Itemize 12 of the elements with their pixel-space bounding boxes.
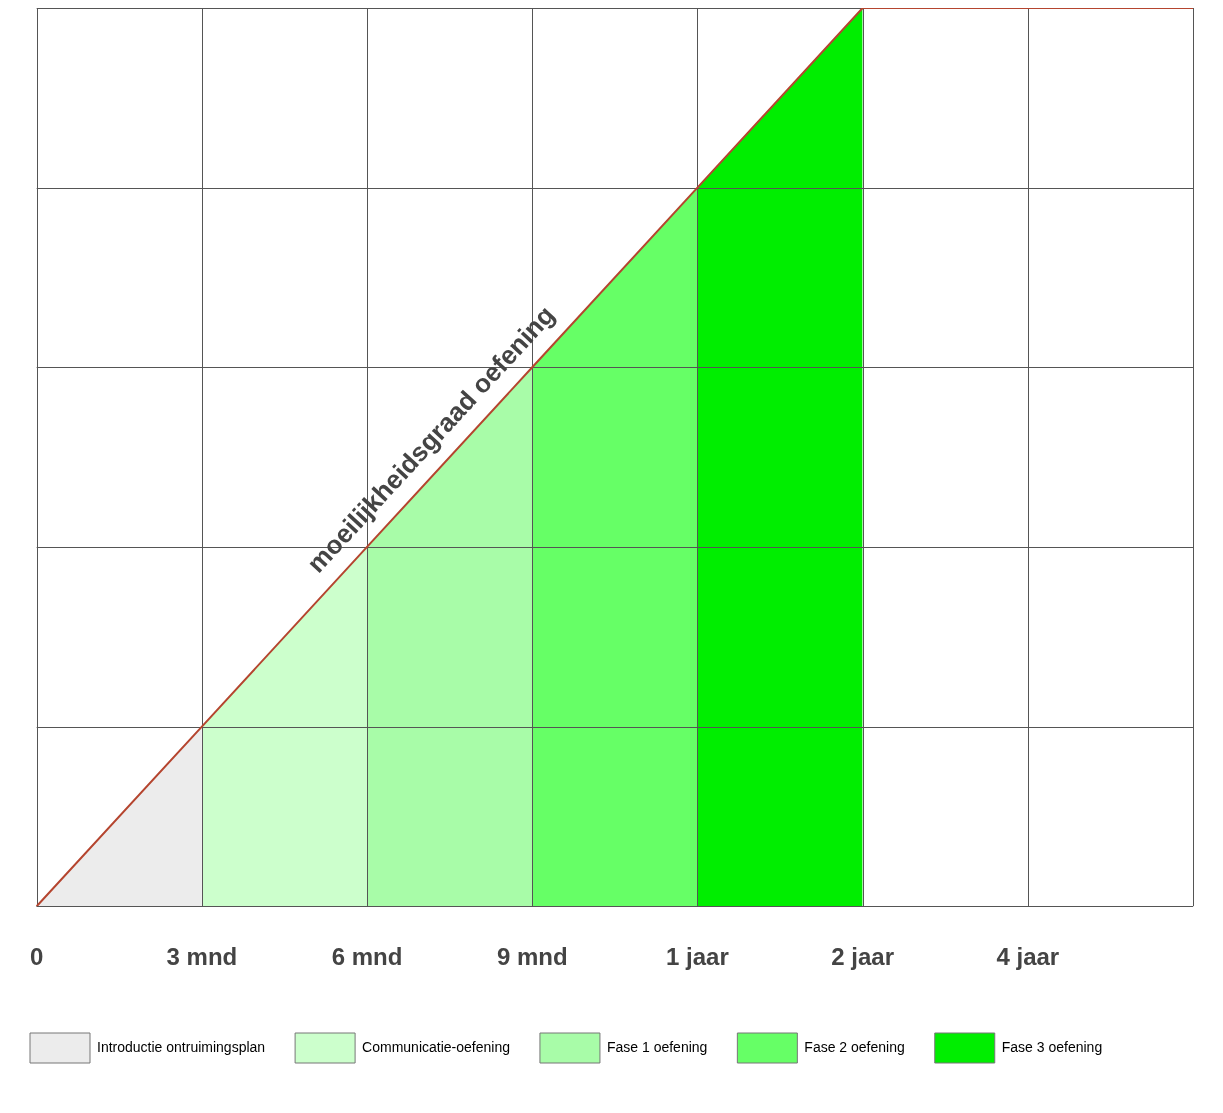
legend-label: Fase 2 oefening — [804, 1038, 905, 1055]
x-tick-label: 2 jaar — [831, 943, 894, 971]
x-tick-label: 3 mnd — [166, 943, 238, 971]
x-tick-label: 9 mnd — [496, 943, 568, 971]
legend-label: Fase 1 oefening — [606, 1038, 708, 1055]
legend-label: Fase 3 oefening — [1001, 1038, 1103, 1055]
legend-label: Communicatie-oefening — [362, 1038, 510, 1055]
legend-label: Introductie ontruimingsplan — [97, 1038, 266, 1055]
x-tick-label: 0 — [29, 943, 44, 971]
x-tick-label: 6 mnd — [331, 943, 403, 971]
x-tick-label: 4 jaar — [996, 943, 1060, 971]
x-tick-label: 1 jaar — [666, 943, 729, 971]
